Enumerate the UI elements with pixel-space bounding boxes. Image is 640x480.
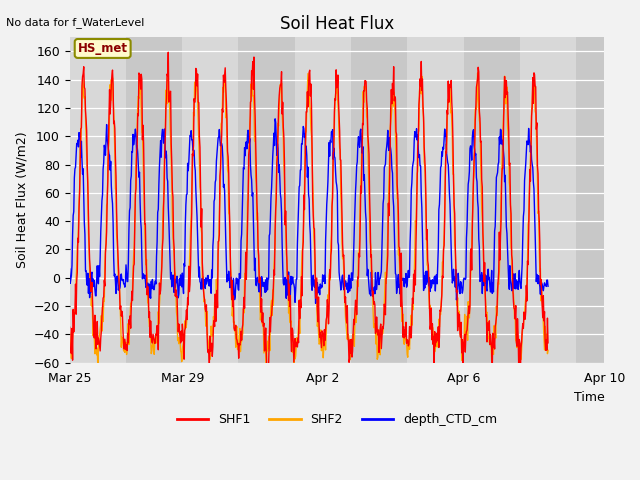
- Y-axis label: Soil Heat Flux (W/m2): Soil Heat Flux (W/m2): [15, 132, 28, 268]
- Bar: [576, 37, 632, 362]
- Bar: [239, 37, 295, 362]
- Bar: [126, 37, 182, 362]
- X-axis label: Time: Time: [573, 391, 604, 404]
- Text: No data for f_WaterLevel: No data for f_WaterLevel: [6, 17, 145, 28]
- Bar: [295, 37, 351, 362]
- Bar: [351, 37, 407, 362]
- Bar: [182, 37, 239, 362]
- Bar: [520, 37, 576, 362]
- Bar: [463, 37, 520, 362]
- Bar: [70, 37, 126, 362]
- Title: Soil Heat Flux: Soil Heat Flux: [280, 15, 394, 33]
- Legend: SHF1, SHF2, depth_CTD_cm: SHF1, SHF2, depth_CTD_cm: [172, 408, 502, 431]
- Bar: [407, 37, 463, 362]
- Text: HS_met: HS_met: [77, 42, 127, 55]
